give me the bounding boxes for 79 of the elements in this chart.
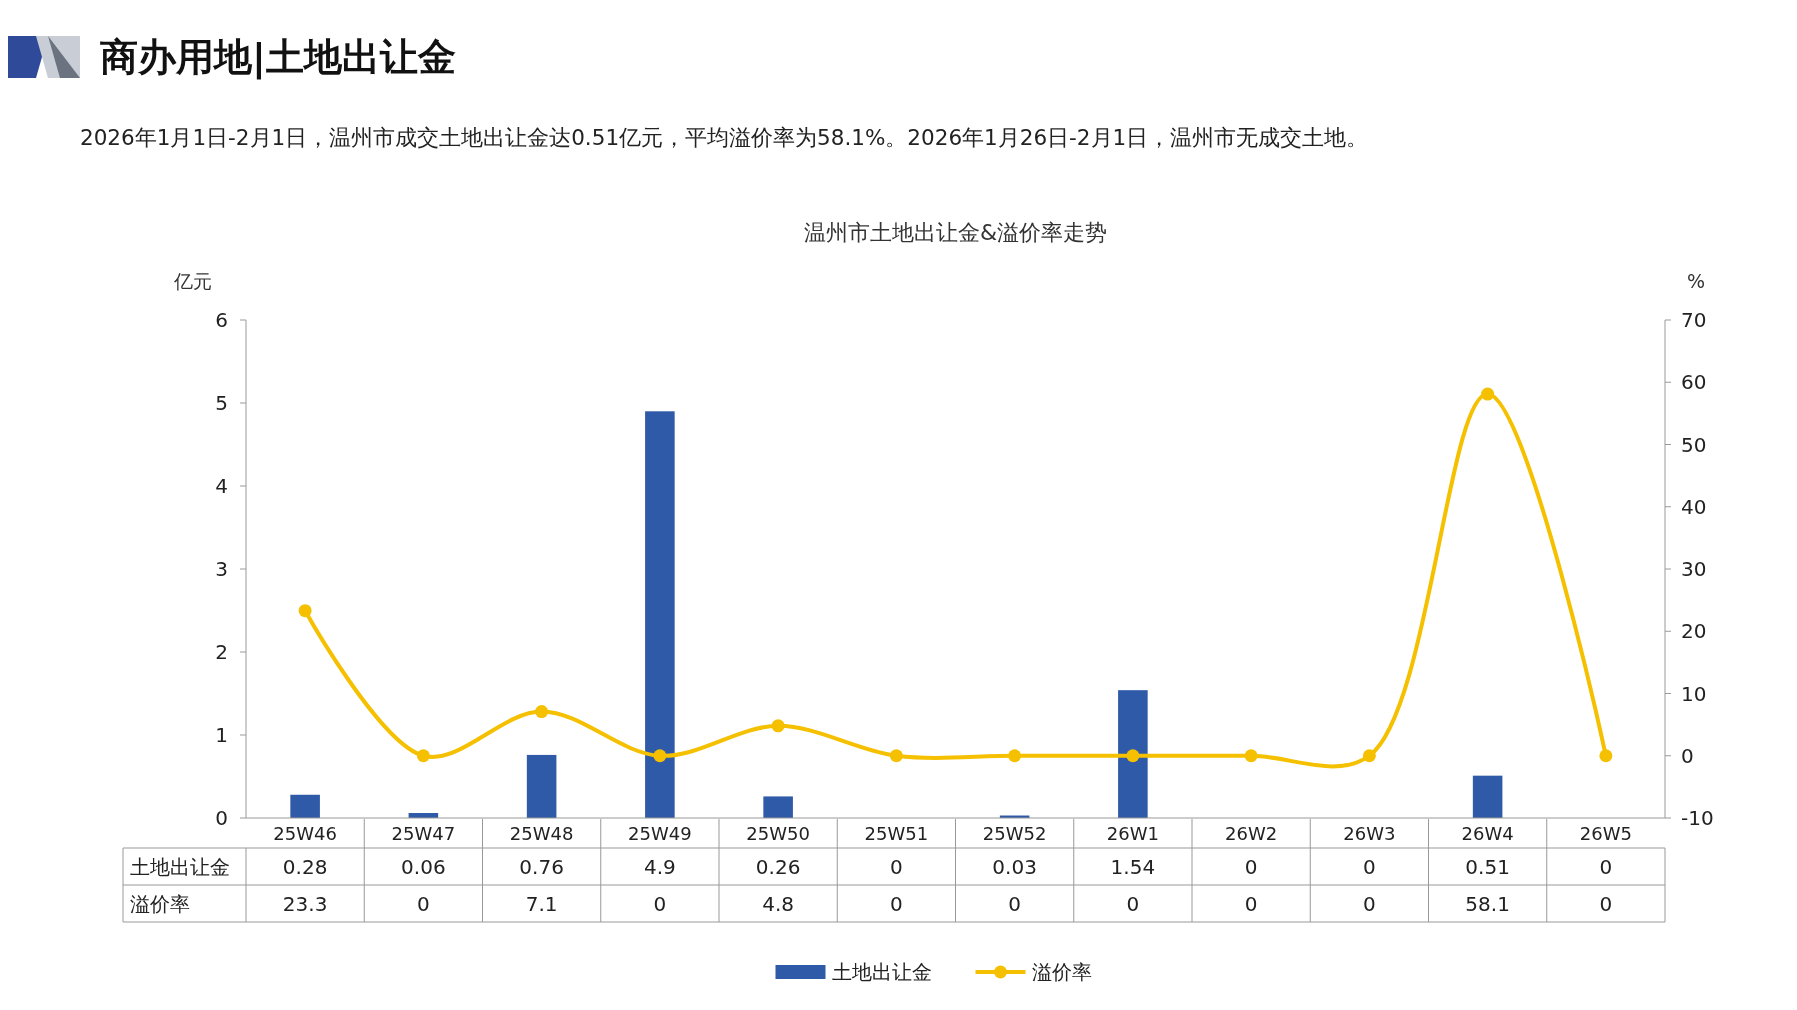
legend-label: 土地出让金 [831,960,932,984]
y-tick-label: 0 [215,806,228,830]
x-tick-label: 25W50 [746,823,810,844]
x-tick-label: 25W52 [982,823,1047,844]
y-tick-label: 1 [215,723,228,747]
x-tick-label: 26W4 [1461,823,1514,844]
data-label: 4.9 [643,855,676,879]
y2-tick-label: 20 [1681,619,1707,644]
data-label: 0 [1244,892,1258,916]
data-label: 0 [1363,855,1376,879]
data-label: 0 [1599,892,1613,916]
data-label: 0 [417,892,430,916]
y2-tick-label: 50 [1681,432,1707,457]
y-axis-title: 亿元 [173,270,212,292]
point [416,749,430,763]
x-tick-label: 25W47 [391,823,456,844]
y2-tick-label: 30 [1681,557,1707,581]
bar [1118,690,1148,818]
data-label: 0 [1008,892,1021,916]
data-label: 0 [890,892,903,916]
point [653,749,667,763]
point [889,749,903,763]
data-label: 0.03 [992,855,1037,879]
y-tick-label: 2 [215,640,228,664]
y2-tick-label: -10 [1681,806,1714,830]
data-label: 58.1 [1465,892,1510,916]
y2-tick-label: 40 [1681,494,1707,519]
x-tick-label: 26W1 [1106,823,1159,844]
y-tick-label: 3 [215,557,228,581]
bar [290,794,320,818]
point [1481,387,1495,401]
y2-tick-label: 10 [1681,681,1707,706]
bar [1472,775,1503,818]
data-label: 0 [1126,892,1140,916]
y2-tick-label: 0 [1681,743,1694,768]
x-tick-label: 25W51 [864,823,929,844]
y-tick-label: 6 [215,308,228,332]
x-tick-label: 25W46 [273,823,337,844]
data-label: 1.54 [1110,855,1156,879]
y-tick-label: 4 [215,474,228,498]
x-tick-label: 26W2 [1225,823,1278,844]
data-label: 23.3 [282,892,328,916]
data-label: 4.8 [762,892,795,916]
data-label: 0.51 [1465,855,1510,879]
data-label: 0 [1244,855,1258,879]
point [771,719,785,733]
chart-title: 商办用地|土地出让金 [100,35,456,80]
point [1599,749,1613,763]
bar [526,754,557,818]
bar [645,411,675,818]
point [298,604,312,618]
data-label: 0.06 [401,855,446,879]
x-tick-label: 25W49 [628,823,692,844]
y2-tick-label: 70 [1681,308,1707,332]
data-label: 0 [653,892,667,916]
point [1362,749,1376,763]
x-tick-label: 26W3 [1343,823,1396,844]
data-label: 0 [890,855,903,879]
data-label: 7.1 [525,892,558,916]
point [1008,749,1022,763]
point [535,705,549,719]
x-tick-label: 26W5 [1579,823,1632,844]
y2-axis-title: % [1686,270,1706,292]
point [1126,749,1140,763]
legend-label: 溢价率 [1031,960,1092,984]
text: 温州市土地出让金&溢价率走势 [803,220,1108,245]
bar [763,796,793,818]
data-label: 0.76 [519,855,564,879]
data-label: 0 [1599,855,1613,879]
y-tick-label: 5 [215,391,228,415]
data-label: 0.26 [755,855,801,879]
text: 土地出让金 [130,855,230,879]
data-label: 0.28 [282,855,328,879]
chart-subtitle: 2026年1月1日-2月1日，温州市成交土地出让金达0.51亿元，平均溢价率为58.1%。2026年1月26日-2月1日，温州市无成交土地。 [80,125,1369,150]
data-label: 0 [1363,892,1376,916]
y2-tick-label: 60 [1681,370,1707,395]
point [1244,749,1258,763]
text: 溢价率 [130,892,190,916]
x-tick-label: 25W48 [509,823,574,844]
